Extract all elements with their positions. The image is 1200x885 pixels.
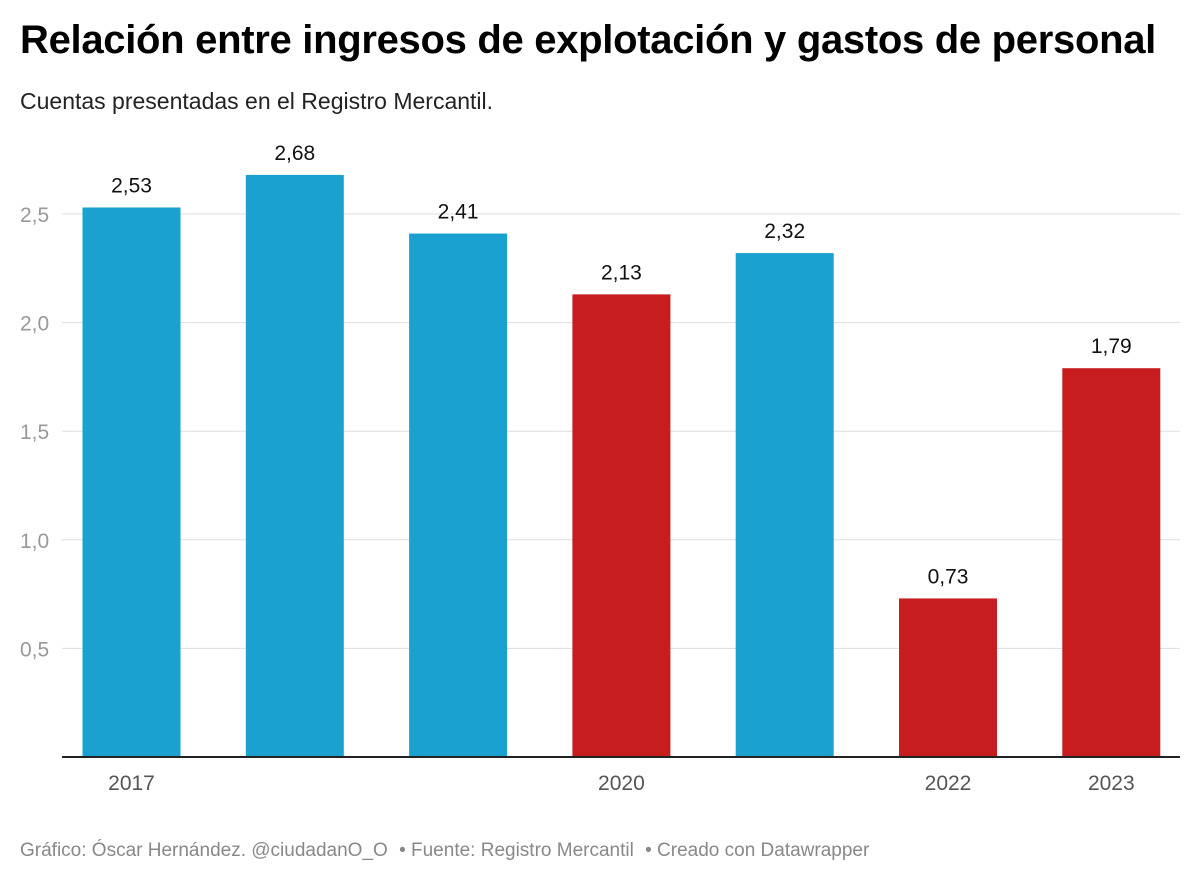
y-tick-label: 1,5: [20, 421, 49, 444]
footer-credit: Gráfico: Óscar Hernández. @ciudadanO_O: [20, 840, 388, 861]
y-tick-label: 2,5: [20, 204, 49, 227]
bar-2021: [735, 253, 834, 757]
y-tick-label: 2,0: [20, 313, 49, 336]
value-labels: 2,53 2,68 2,41 2,13 2,32 0,73 1,79: [111, 142, 1132, 589]
footer: Gráfico: Óscar Hernández. @ciudadanO_O •…: [20, 840, 875, 862]
footer-tool: • Creado con Datawrapper: [645, 840, 870, 861]
bar-2023: [1062, 368, 1161, 757]
bar-2018: [245, 174, 344, 758]
chart-title: Relación entre ingresos de explotación y…: [20, 18, 1156, 62]
y-tick-label: 0,5: [20, 638, 49, 661]
bar-2017: [82, 207, 181, 757]
value-label: 2,32: [764, 220, 805, 243]
value-label: 0,73: [928, 565, 969, 588]
value-label: 2,41: [438, 201, 479, 224]
value-label: 1,79: [1091, 335, 1132, 358]
value-label: 2,13: [601, 261, 642, 284]
x-tick-label: 2020: [598, 772, 645, 795]
x-tick-label: 2023: [1088, 772, 1135, 795]
chart-subtitle: Cuentas presentadas en el Registro Merca…: [20, 88, 494, 114]
bars: [82, 174, 1161, 758]
bar-2022: [899, 598, 997, 757]
bar-2019: [409, 233, 508, 758]
x-tick-label: 2017: [108, 772, 155, 795]
value-label: 2,53: [111, 174, 152, 197]
axes: 0,5 1,0 1,5 2,0 2,5 2017 2020 2022 2023: [20, 204, 1180, 795]
bar-2020: [572, 294, 671, 757]
x-tick-label: 2022: [925, 772, 972, 795]
y-tick-label: 1,0: [20, 530, 49, 553]
value-label: 2,68: [274, 142, 315, 165]
footer-source: • Fuente: Registro Mercantil: [399, 840, 634, 861]
